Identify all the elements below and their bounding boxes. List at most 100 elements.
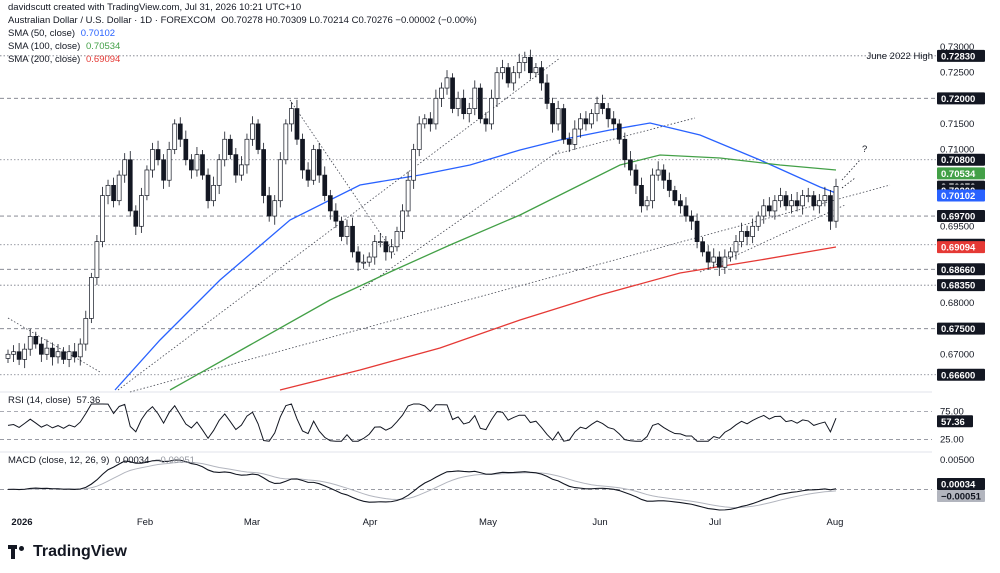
trend-line [117, 57, 561, 391]
candle-body [705, 251, 711, 263]
macd-signal-legend-value: −0.00051 [155, 455, 195, 466]
candle-body [572, 128, 578, 145]
candle-body [155, 149, 161, 161]
candle-body [633, 169, 639, 186]
candle-body [222, 138, 228, 161]
candle-body [466, 108, 472, 115]
candle-body [716, 256, 722, 268]
candle-body [5, 353, 11, 359]
candle-body [739, 231, 744, 243]
candle-body [650, 174, 655, 202]
candle-body [728, 251, 733, 258]
candle-body [555, 108, 561, 125]
candle-body [127, 159, 133, 212]
candle-body [783, 195, 789, 207]
candle-body [494, 72, 500, 99]
level-note: June 2022 High [866, 51, 933, 62]
candle-body [194, 154, 200, 171]
candle-body [72, 351, 78, 358]
candle-body [639, 184, 644, 207]
candle-body [200, 154, 205, 176]
sma50-legend-value: 0.70102 [80, 28, 116, 39]
candle-body [189, 159, 194, 171]
macd-tick-label: 0.00500 [940, 455, 974, 466]
price-tick-label: 0.69500 [940, 221, 974, 232]
candle-body [283, 123, 289, 161]
candle-body [322, 174, 328, 196]
x-axis-label: 2026 [11, 517, 32, 528]
candle-body [816, 200, 822, 207]
candle-body [750, 225, 755, 237]
candle-body [822, 195, 828, 202]
candle-body [377, 241, 383, 244]
price-text-sma50: 0.70102 [941, 191, 975, 202]
candle-body [89, 277, 94, 319]
candle-body [116, 174, 122, 202]
level-price-text: 0.68660 [941, 265, 975, 276]
candle-body [778, 195, 783, 202]
candle-body [33, 336, 39, 345]
candle-body [561, 108, 567, 140]
macd-value-tag [937, 490, 985, 502]
level-price-tag [937, 322, 985, 335]
candle-body [177, 123, 183, 140]
candle-body [672, 190, 678, 202]
price-tick-label: 0.68000 [940, 298, 974, 309]
x-axis-label: Mar [244, 517, 260, 528]
sma50-legend: SMA (50, close) [8, 28, 76, 39]
sma200-line [279, 246, 837, 391]
candle-body [427, 118, 433, 125]
candle-body [694, 220, 700, 243]
candle-body [38, 343, 44, 355]
candle-body [689, 215, 694, 222]
candle-body [722, 256, 728, 268]
level-price-text: 0.72000 [941, 94, 975, 105]
candle-body [166, 149, 172, 181]
candle-body [300, 138, 305, 171]
macd-signal-line [7, 461, 837, 509]
candle-body [272, 200, 278, 217]
candle-body [294, 108, 300, 140]
candle-body [144, 169, 150, 196]
candle-body [644, 200, 650, 207]
candle-body [539, 67, 544, 84]
candle-body [700, 241, 705, 253]
candle-body [511, 72, 517, 84]
level-price-tag [937, 368, 985, 381]
trend-line [7, 317, 101, 373]
annotation-arrow [841, 159, 861, 181]
candle-body [622, 138, 628, 161]
candle-body [733, 241, 739, 253]
tradingview-logo[interactable]: TradingView [8, 543, 127, 561]
sma100-line [169, 154, 837, 391]
price-tick-label: 0.72500 [940, 68, 974, 79]
candle-body [594, 103, 600, 115]
x-axis-label: May [479, 517, 497, 528]
candle-body [372, 241, 378, 258]
candle-body [261, 149, 266, 196]
candle-body [455, 97, 461, 109]
candle-body [50, 347, 55, 358]
rsi-legend-value: 57.36 [76, 395, 101, 406]
candle-body [389, 246, 394, 253]
candle-body [111, 184, 116, 202]
candle-body [472, 87, 478, 109]
candle-body [277, 159, 283, 202]
candle-body [583, 118, 589, 125]
x-axis-label: Jun [592, 517, 607, 528]
candle-body [133, 210, 139, 227]
candle-body [655, 169, 661, 176]
rsi-line [7, 403, 837, 442]
candle-body [400, 210, 405, 232]
candle-body [11, 351, 16, 355]
candle-body [150, 149, 155, 171]
candle-body [344, 225, 350, 237]
candle-body [355, 251, 361, 263]
candle-body [211, 184, 216, 202]
symbol-title: Australian Dollar / U.S. Dollar · 1D · F… [8, 15, 216, 26]
candle-body [361, 261, 367, 264]
candle-body [161, 159, 166, 181]
candle-body [544, 82, 550, 104]
price-tag-sma50 [937, 189, 985, 202]
